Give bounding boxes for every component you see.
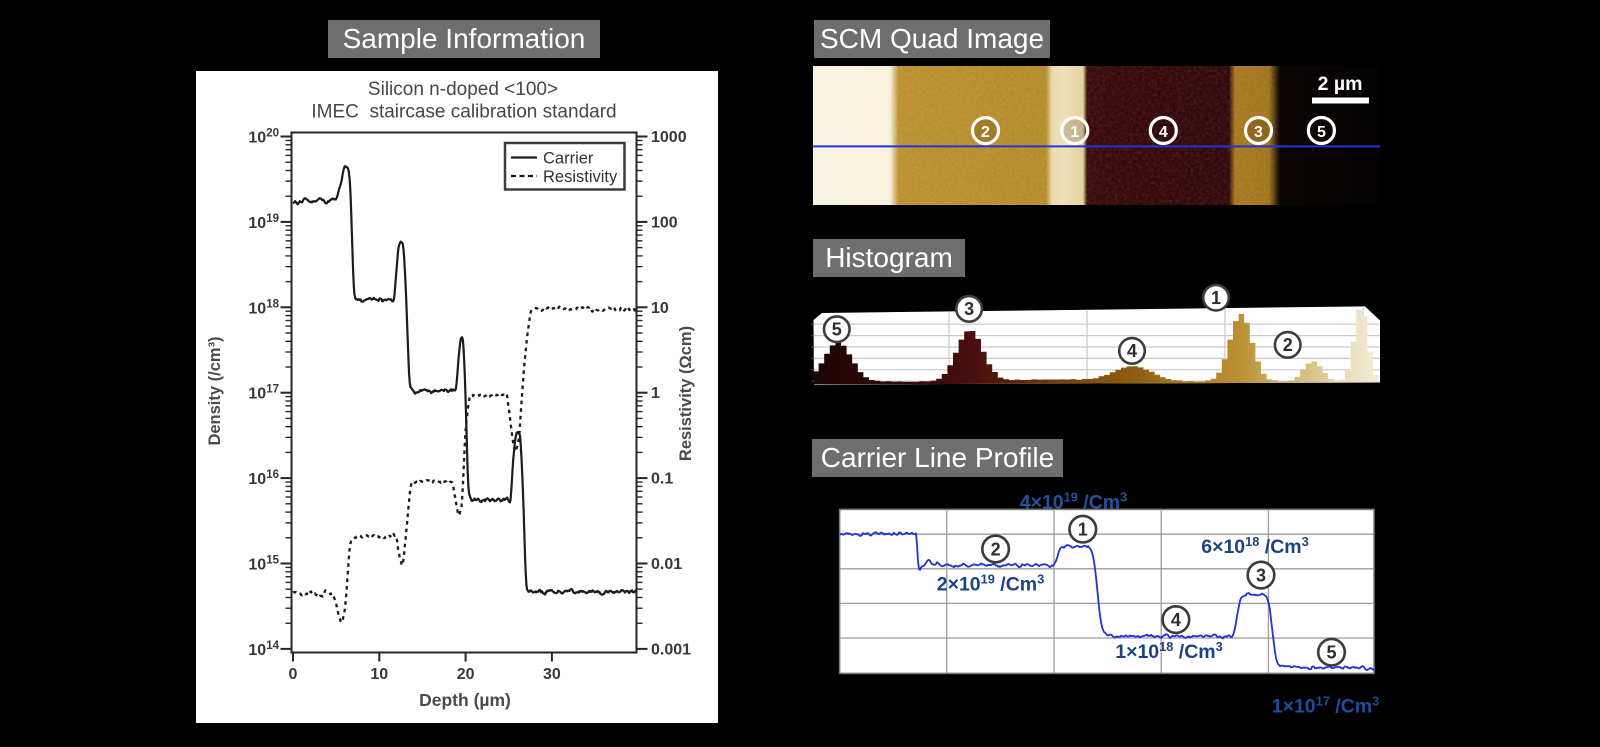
svg-text:0.1: 0.1 xyxy=(651,471,673,488)
svg-text:2: 2 xyxy=(991,539,1001,559)
svg-text:3: 3 xyxy=(1254,124,1263,141)
svg-text:1: 1 xyxy=(1211,288,1221,308)
svg-text:0.001: 0.001 xyxy=(651,641,691,658)
svg-text:4×1019 /Cm3: 4×1019 /Cm3 xyxy=(1020,490,1128,514)
svg-text:3: 3 xyxy=(964,299,974,319)
svg-text:1000: 1000 xyxy=(651,129,687,146)
svg-text:2 µm: 2 µm xyxy=(1318,73,1363,95)
svg-text:10: 10 xyxy=(651,300,669,317)
svg-text:1×1017 /Cm3: 1×1017 /Cm3 xyxy=(1272,694,1380,718)
svg-text:0: 0 xyxy=(289,666,298,683)
svg-text:4: 4 xyxy=(1159,124,1168,141)
svg-text:2: 2 xyxy=(981,124,990,141)
svg-text:4: 4 xyxy=(1171,610,1181,630)
svg-text:IMEC staircase calibration st: IMEC staircase calibration standard xyxy=(311,102,616,123)
svg-text:Silicon n-doped <100>: Silicon n-doped <100> xyxy=(368,79,558,100)
svg-text:5: 5 xyxy=(1326,643,1336,663)
svg-text:3: 3 xyxy=(1256,565,1266,585)
svg-text:6×1018 /Cm3: 6×1018 /Cm3 xyxy=(1201,534,1309,558)
svg-text:1: 1 xyxy=(651,385,660,402)
svg-text:4: 4 xyxy=(1127,341,1137,361)
svg-text:20: 20 xyxy=(457,666,475,683)
svg-text:5: 5 xyxy=(832,320,842,340)
svg-text:2: 2 xyxy=(1283,335,1293,355)
svg-text:5: 5 xyxy=(1317,124,1326,141)
svg-text:Density (/cm³): Density (/cm³) xyxy=(206,336,224,445)
svg-text:100: 100 xyxy=(651,214,678,231)
svg-text:Resistivity (Ωcm): Resistivity (Ωcm) xyxy=(677,326,695,461)
svg-text:10: 10 xyxy=(370,666,388,683)
svg-text:1: 1 xyxy=(1078,520,1088,540)
svg-text:Depth (µm): Depth (µm) xyxy=(419,690,511,710)
svg-text:1: 1 xyxy=(1070,124,1079,141)
svg-text:Resistivity: Resistivity xyxy=(543,168,618,186)
svg-text:2×1019 /Cm3: 2×1019 /Cm3 xyxy=(937,572,1045,596)
svg-text:0.01: 0.01 xyxy=(651,556,682,573)
svg-text:30: 30 xyxy=(543,666,561,683)
svg-text:Carrier: Carrier xyxy=(543,150,594,168)
